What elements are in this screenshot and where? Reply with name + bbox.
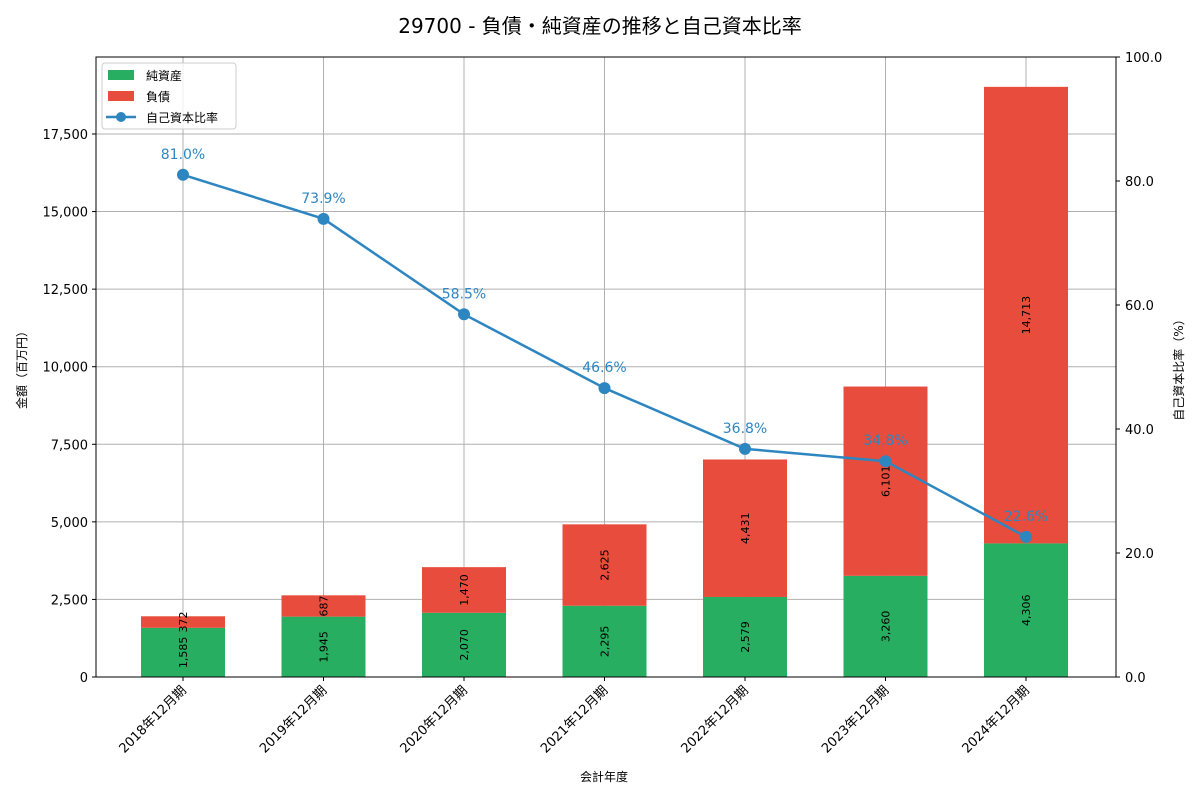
bar-liabilities xyxy=(141,616,225,628)
ratio-value-label: 36.8% xyxy=(723,421,767,437)
bar-net-assets xyxy=(703,596,787,677)
ratio-marker xyxy=(879,455,892,468)
ratio-marker xyxy=(598,382,611,395)
bar-liabilities xyxy=(422,567,506,613)
x-tick-label: 2024年12月期 xyxy=(960,683,1033,756)
bar-value-liabilities: 687 xyxy=(318,595,331,616)
bar-liabilities xyxy=(562,524,647,606)
y-tick-label: 10,000 xyxy=(43,361,89,376)
y-tick-label: 2,500 xyxy=(51,593,88,608)
y-tick-label: 7,500 xyxy=(51,438,88,453)
ratio-marker xyxy=(458,308,470,321)
bar-value-liabilities: 2,625 xyxy=(599,549,612,581)
y-tick-label: 15,000 xyxy=(43,206,89,221)
legend-marker-ratio xyxy=(116,112,126,122)
bar-net-assets xyxy=(422,612,506,677)
x-axis: 2018年12月期 2019年12月期 2020年12月期 2021年12月期 2022… xyxy=(117,677,1033,757)
y2-tick-label: 40.0 xyxy=(1125,423,1154,438)
y-tick-label: 0 xyxy=(80,671,88,686)
ratio-value-label: 81.0% xyxy=(161,147,205,163)
ratio-marker xyxy=(739,442,751,455)
bar-liabilities xyxy=(281,595,366,617)
bar-value-net-assets: 1,585 xyxy=(177,637,190,669)
y2-axis-label: 自己資本比率（%） xyxy=(1171,313,1186,420)
bar-net-assets xyxy=(562,605,647,677)
bar-value-net-assets: 2,295 xyxy=(599,626,612,658)
ratio-line-series: 81.0% 73.9% 58.5% 46.6% 36.8% 34.8% 22.6% xyxy=(161,147,1048,543)
bar-value-net-assets: 1,945 xyxy=(318,631,331,663)
y2-tick-label: 80.0 xyxy=(1125,175,1154,190)
bar-net-assets xyxy=(843,575,928,677)
ratio-marker xyxy=(1020,530,1032,543)
y2-tick-label: 20.0 xyxy=(1125,547,1154,562)
x-tick-label: 2022年12月期 xyxy=(679,683,752,756)
chart-title: 29700 - 負債・純資産の推移と自己資本比率 xyxy=(398,14,802,38)
y-tick-label: 12,500 xyxy=(43,283,89,298)
ratio-value-label: 34.8% xyxy=(863,433,907,449)
x-tick-label: 2020年12月期 xyxy=(398,683,471,756)
x-tick-label: 2019年12月期 xyxy=(257,683,330,756)
bar-net-assets xyxy=(141,627,225,677)
bar-net-assets xyxy=(281,616,366,677)
ratio-value-label: 58.5% xyxy=(442,286,486,302)
y-tick-label: 5,000 xyxy=(51,516,88,531)
bar-liabilities xyxy=(984,86,1068,544)
ratio-marker xyxy=(317,212,330,225)
bar-value-net-assets: 2,579 xyxy=(739,621,752,653)
legend-label-ratio: 自己資本比率 xyxy=(146,110,218,125)
legend-swatch-liabilities xyxy=(108,91,134,101)
bar-value-net-assets: 3,260 xyxy=(880,611,893,643)
bar-value-net-assets: 2,070 xyxy=(458,629,471,661)
ratio-value-label: 46.6% xyxy=(582,360,626,376)
bar-value-liabilities: 6,101 xyxy=(880,465,893,497)
y-tick-label: 17,500 xyxy=(43,128,89,143)
right-y-axis: 0.0 20.0 40.0 60.0 80.0 100.0 xyxy=(1116,51,1162,686)
legend-label-net-assets: 純資産 xyxy=(146,68,182,83)
y2-tick-label: 0.0 xyxy=(1125,671,1146,686)
ratio-value-label: 73.9% xyxy=(301,191,345,207)
bar-value-liabilities: 4,431 xyxy=(739,512,752,544)
x-tick-label: 2023年12月期 xyxy=(819,683,892,756)
ratio-marker xyxy=(177,168,189,181)
bar-value-liabilities: 1,470 xyxy=(458,574,471,606)
x-axis-label: 会計年度 xyxy=(580,769,628,784)
bar-value-net-assets: 4,306 xyxy=(1020,594,1033,626)
legend: 純資産 負債 自己資本比率 xyxy=(101,62,237,130)
bar-value-liabilities: 372 xyxy=(177,612,190,633)
y2-tick-label: 100.0 xyxy=(1125,51,1162,66)
x-tick-label: 2021年12月期 xyxy=(538,683,611,756)
bar-net-assets xyxy=(984,543,1068,677)
bar-liabilities xyxy=(703,459,787,597)
legend-swatch-net-assets xyxy=(108,70,134,80)
legend-box xyxy=(101,62,237,130)
legend-label-liabilities: 負債 xyxy=(146,89,170,104)
y2-tick-label: 60.0 xyxy=(1125,299,1154,314)
bar-value-liabilities: 14,713 xyxy=(1020,296,1033,335)
x-tick-label: 2018年12月期 xyxy=(117,683,190,756)
left-y-axis: 0 2,500 5,000 7,500 10,000 12,500 15,000 17,500 xyxy=(43,128,96,686)
y-axis-label: 金額（百万円） xyxy=(14,325,29,409)
bar-series: 1,585 372 1,945 687 2,070 1,470 2,295 2,625 2,57… xyxy=(141,86,1068,677)
bar-liabilities xyxy=(843,386,928,576)
ratio-value-label: 22.6% xyxy=(1004,509,1048,525)
